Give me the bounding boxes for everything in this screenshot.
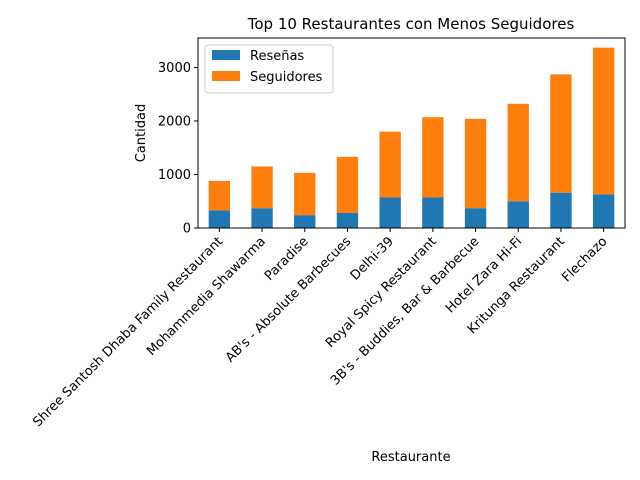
legend-swatch-seguidores [212,71,240,81]
bar-resenas-3 [336,213,359,228]
bar-seguidores-6 [464,118,487,209]
y-tick-label-1: 1000 [158,168,191,183]
chart-title: Top 10 Restaurantes con Menos Seguidores [247,15,575,33]
bar-resenas-9 [592,194,615,228]
bar-seguidores-1 [251,166,273,209]
y-axis-ticks: 0 1000 2000 3000 [158,61,198,237]
y-tick-label-2: 2000 [158,114,191,129]
bar-resenas-1 [251,208,273,228]
x-tick-label-7: Hotel Zara Hi-Fi [443,234,525,316]
bar-seguidores-0 [208,180,231,211]
bar-seguidores-9 [592,47,615,195]
bar-resenas-4 [379,197,401,228]
y-axis-label: Cantidad [134,104,149,162]
x-axis-ticks: Shree Santosh Dhaba Family RestaurantMoh… [30,228,611,430]
legend-label-seguidores: Seguidores [250,70,323,85]
bar-resenas-5 [422,197,444,228]
y-tick-label-0: 0 [183,222,191,237]
x-tick-label-9: Flechazo [559,234,610,285]
bar-seguidores-4 [379,131,401,198]
legend-swatch-resenas [212,50,240,60]
bar-seguidores-8 [550,74,572,193]
x-tick-label-0: Shree Santosh Dhaba Family Restaurant [30,234,226,430]
plot-area-frame [197,37,626,229]
bar-resenas-0 [208,210,231,228]
bars-group [208,47,615,228]
y-tick-label-3: 3000 [158,61,191,76]
legend: Reseñas Seguidores [204,44,334,94]
bar-resenas-7 [507,201,529,228]
bar-resenas-8 [550,192,572,228]
bar-resenas-2 [294,215,316,228]
legend-label-resenas: Reseñas [250,49,304,64]
bar-seguidores-2 [294,172,316,216]
bar-seguidores-5 [422,117,444,198]
bar-resenas-6 [464,208,487,228]
x-axis-label: Restaurante [371,450,450,465]
bar-seguidores-3 [336,156,359,214]
bar-seguidores-7 [507,103,529,202]
